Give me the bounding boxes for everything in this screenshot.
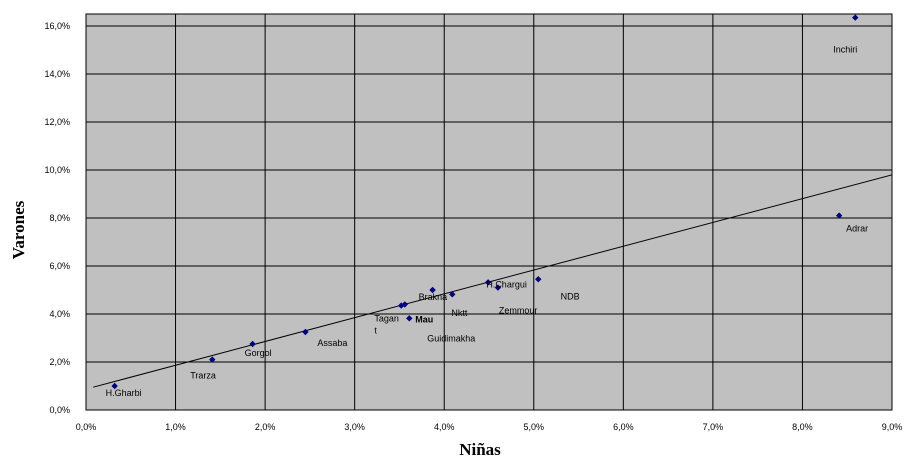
y-tick-label: 10,0% [44,165,70,175]
point-label: Tagan [374,314,399,324]
y-tick-label: 12,0% [44,117,70,127]
x-tick-label: 6,0% [613,422,634,432]
y-tick-label: 14,0% [44,69,70,79]
point-label: H.Gharbi [106,388,142,398]
y-tick-labels: 0,0% 2,0% 4,0% 6,0% 8,0% 10,0% 12,0% 14,0% 16,0% [44,21,70,415]
data-point [484,279,492,286]
data-point [852,14,859,21]
point-label: Gorgol [245,348,272,358]
data-point [111,382,118,390]
trendline [93,174,893,388]
data-point [209,356,216,363]
data-point [249,340,256,348]
point-labels: H.Gharbi Trarza Gorgol Assaba Mau Brakna Adrar… [106,45,869,398]
point-label: Brakna [419,292,448,302]
data-point [535,276,542,283]
y-tick-label: 16,0% [44,21,70,31]
data-point [835,212,843,219]
point-label: Trarza [190,371,216,381]
data-point [449,291,456,298]
x-tick-label: 7,0% [703,422,724,432]
x-tick-label: 2,0% [255,422,276,432]
plot-area [85,13,893,411]
point-label: Inchiri [833,45,857,55]
x-tick-label: 0,0% [76,422,97,432]
x-axis-title: Niñas [459,440,501,459]
grid-lines [86,14,893,410]
x-tick-label: 3,0% [344,422,365,432]
x-tick-label: 4,0% [434,422,455,432]
data-point [401,301,409,308]
y-tick-label: 4,0% [49,309,70,319]
x-tick-label: 8,0% [792,422,813,432]
point-label: NDB [561,292,580,302]
data-points [111,14,859,390]
point-label: Guidimakha [427,333,475,343]
point-label: Mau [415,314,433,324]
x-tick-label: 5,0% [524,422,545,432]
y-tick-label: 0,0% [49,405,70,415]
x-tick-label: 9,0% [882,422,903,432]
x-tick-labels: 0,0% 1,0% 2,0% 3,0% 4,0% 5,0% 6,0% 7,0% 8,0% 9,0% [76,422,903,432]
point-label: Assaba [317,338,347,348]
point-label: Nktt [451,308,468,318]
y-tick-label: 6,0% [49,261,70,271]
point-label: Adrar [846,224,868,234]
data-point [302,328,309,336]
point-label: Zemmour [499,306,538,316]
x-tick-label: 1,0% [165,422,186,432]
point-label: H.Chargui [486,279,527,289]
data-point [429,286,436,294]
y-tick-label: 8,0% [49,213,70,223]
point-label: t [374,326,377,336]
y-axis-title: Varones [9,200,28,259]
y-tick-label: 2,0% [49,357,70,367]
data-point [406,315,413,322]
data-point [494,284,502,291]
